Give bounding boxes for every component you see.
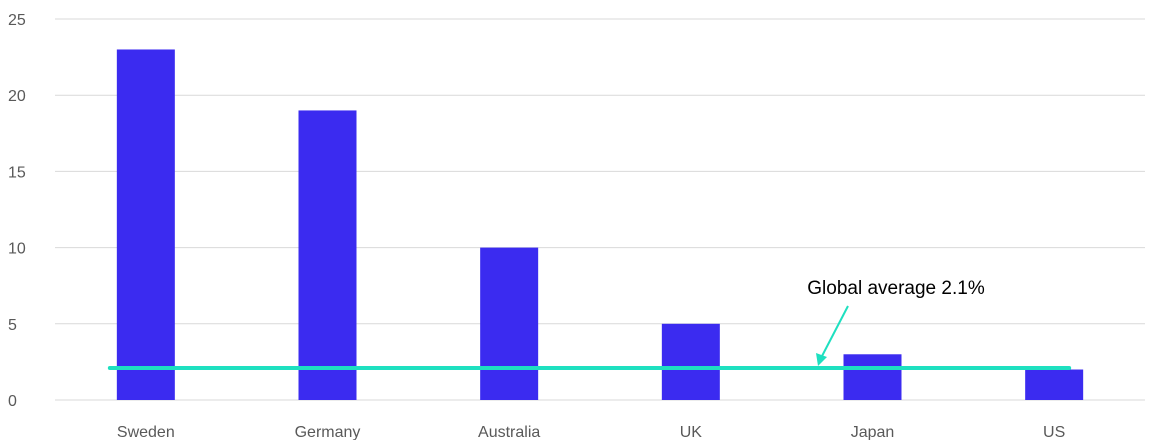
bar-japan bbox=[843, 354, 902, 400]
y-axis-tick-labels: 0 5 10 15 20 25 bbox=[8, 12, 26, 410]
y-tick-label: 5 bbox=[8, 317, 17, 334]
bar-australia bbox=[480, 247, 539, 400]
global-average-label: Global average 2.1% bbox=[807, 278, 985, 299]
annotation-arrowhead bbox=[816, 352, 827, 366]
gridlines bbox=[55, 18, 1145, 401]
y-tick-label: 20 bbox=[8, 88, 26, 105]
annotation-arrow bbox=[820, 305, 849, 359]
y-tick-label: 25 bbox=[8, 12, 26, 29]
bar-uk bbox=[661, 323, 720, 400]
x-tick-label: US bbox=[1043, 424, 1065, 440]
y-tick-label: 10 bbox=[8, 241, 26, 258]
x-tick-label: Australia bbox=[478, 424, 540, 440]
x-tick-label: Japan bbox=[851, 424, 895, 440]
x-tick-label: UK bbox=[680, 424, 703, 440]
bar-us bbox=[1025, 369, 1084, 400]
bar-germany bbox=[298, 110, 357, 400]
x-tick-label: Germany bbox=[295, 424, 361, 440]
x-axis-tick-labels: Sweden Germany Australia UK Japan US bbox=[117, 424, 1065, 440]
y-tick-label: 0 bbox=[8, 393, 17, 410]
bars bbox=[116, 49, 1084, 400]
y-tick-label: 15 bbox=[8, 164, 26, 181]
reference-line-group: Global average 2.1% bbox=[107, 278, 1072, 370]
x-tick-label: Sweden bbox=[117, 424, 175, 440]
bar-sweden bbox=[116, 49, 175, 400]
